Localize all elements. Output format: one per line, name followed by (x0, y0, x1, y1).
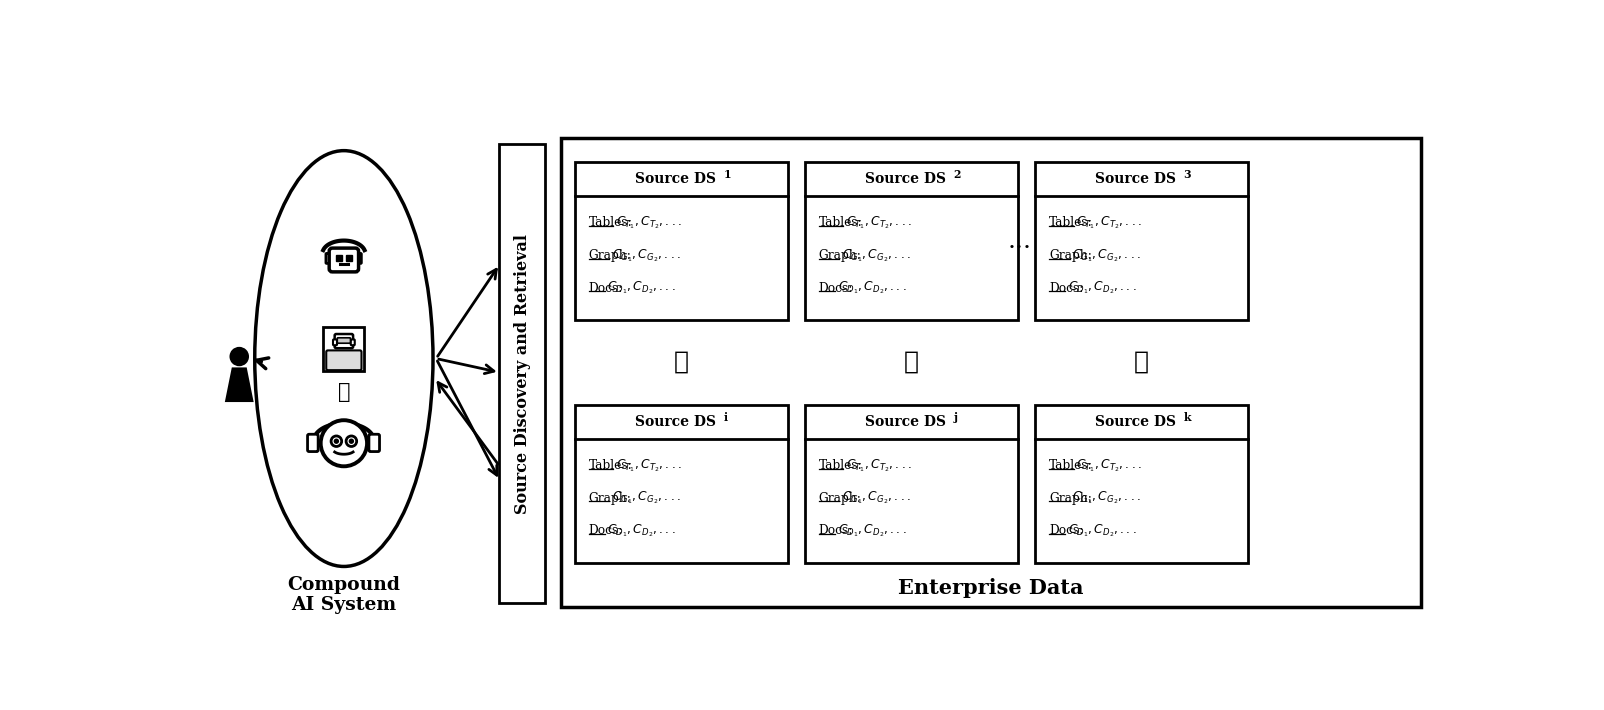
Text: 1: 1 (723, 169, 731, 180)
Bar (574, 162, 788, 320)
FancyBboxPatch shape (326, 253, 332, 263)
Text: 3: 3 (1184, 169, 1192, 180)
Text: $C_{D_1}, C_{D_2}, ...$: $C_{D_1}, C_{D_2}, ...$ (837, 523, 906, 539)
Bar (561, 138, 1421, 607)
Text: $C_{G_1}, C_{G_2}, ...$: $C_{G_1}, C_{G_2}, ...$ (842, 490, 911, 506)
Text: Docs:: Docs: (1049, 282, 1083, 295)
Bar (574, 405, 788, 562)
Ellipse shape (255, 151, 433, 567)
Text: ...: ... (1007, 229, 1031, 253)
Text: Graph:: Graph: (1049, 491, 1092, 505)
Text: Enterprise Data: Enterprise Data (898, 578, 1084, 598)
Bar (1035, 162, 1248, 320)
Bar (499, 145, 545, 603)
Text: $C_{G_1}, C_{G_2}, ...$: $C_{G_1}, C_{G_2}, ...$ (842, 247, 911, 264)
FancyBboxPatch shape (337, 338, 350, 343)
Text: $C_{D_1}, C_{D_2}, ...$: $C_{D_1}, C_{D_2}, ...$ (1068, 280, 1137, 296)
Text: Tables:: Tables: (1049, 217, 1092, 229)
Text: Source DS: Source DS (865, 172, 946, 186)
Text: Source DS: Source DS (1096, 415, 1176, 429)
Circle shape (346, 436, 356, 447)
Text: j: j (953, 412, 958, 422)
Circle shape (229, 347, 249, 366)
Text: Graph:: Graph: (589, 249, 632, 262)
FancyBboxPatch shape (335, 334, 353, 348)
Text: Tables:: Tables: (820, 459, 863, 472)
Text: Source Discovery and Retrieval: Source Discovery and Retrieval (513, 234, 531, 513)
Text: Docs:: Docs: (1049, 524, 1083, 537)
Text: $C_{D_1}, C_{D_2}, ...$: $C_{D_1}, C_{D_2}, ...$ (608, 280, 677, 296)
Text: Source DS: Source DS (635, 415, 715, 429)
Bar (805, 405, 1019, 562)
Text: $C_{G_1}, C_{G_2}, ...$: $C_{G_1}, C_{G_2}, ...$ (611, 490, 680, 506)
Text: $C_{T_1}, C_{T_2}, ...$: $C_{T_1}, C_{T_2}, ...$ (845, 214, 911, 231)
Text: Tables:: Tables: (820, 217, 863, 229)
Text: Docs:: Docs: (820, 282, 853, 295)
Text: ⋮: ⋮ (674, 351, 688, 374)
FancyBboxPatch shape (354, 253, 361, 263)
Text: $C_{D_1}, C_{D_2}, ...$: $C_{D_1}, C_{D_2}, ...$ (1068, 523, 1137, 539)
Circle shape (321, 420, 367, 466)
FancyBboxPatch shape (334, 339, 337, 345)
Text: $C_{D_1}, C_{D_2}, ...$: $C_{D_1}, C_{D_2}, ...$ (837, 280, 906, 296)
Text: Docs:: Docs: (820, 524, 853, 537)
Text: $C_{G_1}, C_{G_2}, ...$: $C_{G_1}, C_{G_2}, ...$ (611, 247, 680, 264)
Text: Tables:: Tables: (589, 459, 632, 472)
Text: Source DS: Source DS (1096, 172, 1176, 186)
FancyBboxPatch shape (326, 351, 361, 370)
Text: $C_{G_1}, C_{G_2}, ...$: $C_{G_1}, C_{G_2}, ...$ (1071, 490, 1140, 506)
Text: $C_{G_1}, C_{G_2}, ...$: $C_{G_1}, C_{G_2}, ...$ (1071, 247, 1140, 264)
Text: 2: 2 (953, 169, 961, 180)
Text: ⋮: ⋮ (905, 351, 919, 374)
Text: $C_{T_1}, C_{T_2}, ...$: $C_{T_1}, C_{T_2}, ...$ (1076, 214, 1142, 231)
Text: $C_{T_1}, C_{T_2}, ...$: $C_{T_1}, C_{T_2}, ...$ (616, 457, 682, 474)
Text: Graph:: Graph: (1049, 249, 1092, 262)
Text: $C_{T_1}, C_{T_2}, ...$: $C_{T_1}, C_{T_2}, ...$ (1076, 457, 1142, 474)
Bar (805, 162, 1019, 320)
Bar (324, 327, 364, 371)
Circle shape (334, 439, 338, 444)
Bar (1035, 405, 1248, 562)
Text: ⋮: ⋮ (1134, 351, 1148, 374)
Text: $C_{D_1}, C_{D_2}, ...$: $C_{D_1}, C_{D_2}, ...$ (608, 523, 677, 539)
Text: $C_{T_1}, C_{T_2}, ...$: $C_{T_1}, C_{T_2}, ...$ (845, 457, 911, 474)
Text: Graph:: Graph: (820, 491, 861, 505)
FancyBboxPatch shape (369, 435, 380, 452)
Text: Tables:: Tables: (589, 217, 632, 229)
Text: Compound
AI System: Compound AI System (287, 576, 401, 614)
Text: Docs:: Docs: (589, 282, 622, 295)
Text: Docs:: Docs: (589, 524, 622, 537)
Polygon shape (225, 367, 253, 402)
FancyBboxPatch shape (308, 435, 318, 452)
Text: Graph:: Graph: (589, 491, 632, 505)
Text: Tables:: Tables: (1049, 459, 1092, 472)
Text: Graph:: Graph: (820, 249, 861, 262)
FancyBboxPatch shape (351, 339, 354, 345)
Text: $C_{T_1}, C_{T_2}, ...$: $C_{T_1}, C_{T_2}, ...$ (616, 214, 682, 231)
Circle shape (348, 439, 354, 444)
Text: ⋮: ⋮ (337, 383, 350, 402)
Text: Source DS: Source DS (635, 172, 715, 186)
Text: Source DS: Source DS (865, 415, 946, 429)
Text: i: i (723, 412, 727, 422)
FancyBboxPatch shape (329, 248, 359, 272)
Circle shape (330, 436, 342, 447)
Text: k: k (1184, 412, 1192, 422)
